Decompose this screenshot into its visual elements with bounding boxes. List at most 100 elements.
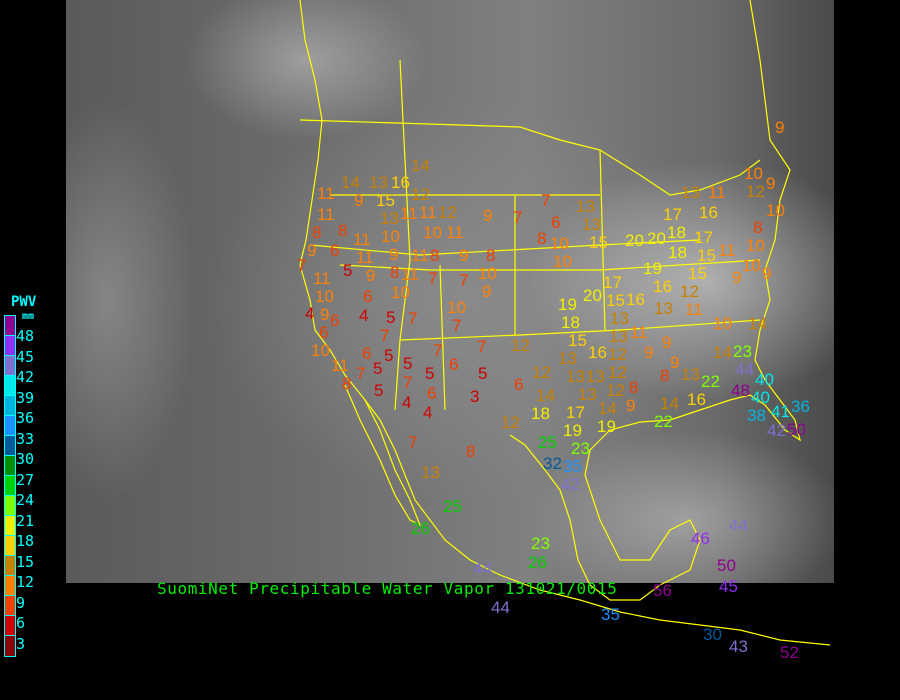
station-pwv-value: 13 [380, 209, 399, 228]
station-pwv-value: 8 [537, 229, 547, 248]
station-pwv-value: 6 [514, 375, 524, 394]
station-pwv-value: 56 [653, 581, 672, 600]
station-pwv-value: 9 [644, 343, 654, 362]
station-pwv-value: 11 [630, 323, 648, 342]
station-pwv-value: 13 [586, 367, 605, 386]
legend-label: 18 [16, 532, 35, 550]
station-pwv-value: 50 [717, 556, 736, 575]
station-pwv-value: 8 [312, 223, 322, 242]
station-pwv-value: 13 [609, 327, 628, 346]
station-pwv-value: 7 [433, 341, 443, 360]
station-pwv-value: 8 [430, 246, 440, 265]
station-pwv-value: 13 [681, 365, 700, 384]
station-pwv-value: 42 [561, 475, 580, 494]
station-pwv-value: 9 [483, 206, 493, 225]
station-pwv-value: 13 [576, 197, 595, 216]
station-pwv-value: 10 [742, 256, 761, 275]
station-pwv-value: 13 [654, 299, 673, 318]
legend-swatch [5, 556, 15, 576]
station-pwv-value: 25 [538, 433, 557, 452]
station-pwv-value: 19 [558, 295, 577, 314]
station-pwv-value: 9 [307, 241, 317, 260]
station-pwv-value: 10 [553, 252, 572, 271]
station-pwv-value: 22 [654, 412, 673, 431]
legend-title: PWV [11, 294, 37, 310]
station-pwv-value: 8 [629, 378, 639, 397]
station-pwv-value: 12 [501, 413, 520, 432]
station-pwv-value: 19 [563, 421, 582, 440]
station-pwv-value: 5 [478, 364, 488, 383]
legend-swatch [5, 536, 15, 556]
state-lines-7 [599, 149, 606, 331]
station-pwv-value: 10 [746, 236, 765, 255]
station-pwv-value: 6 [449, 355, 459, 374]
station-pwv-value: 36 [791, 397, 810, 416]
legend-label: 39 [16, 388, 35, 407]
station-pwv-value: 23 [531, 534, 550, 553]
station-pwv-value: 18 [531, 404, 550, 423]
station-pwv-value: 10 [315, 287, 334, 306]
station-pwv-value: 14 [536, 386, 555, 405]
station-pwv-value: 11 [356, 248, 374, 267]
station-pwv-value: 16 [626, 290, 645, 309]
station-pwv-value: 18 [668, 243, 687, 262]
station-pwv-value: 35 [563, 457, 582, 476]
station-pwv-value: 11 [708, 183, 726, 202]
station-pwv-value: 13 [566, 367, 585, 386]
station-pwv-value: 26 [411, 519, 430, 538]
legend-label: 12 [16, 573, 35, 591]
canada-border [299, 119, 761, 196]
caption: SuomiNet Precipitable Water Vapor 131021… [157, 579, 618, 598]
station-pwv-value: 12 [608, 363, 627, 382]
station-pwv-value: 8 [660, 366, 670, 385]
legend-label: 27 [16, 470, 35, 489]
legend-label: 48 [16, 327, 35, 345]
station-pwv-value: 19 [643, 259, 662, 278]
legend-swatch [5, 436, 15, 456]
station-pwv-value: 40 [751, 388, 770, 407]
station-pwv-value: 15 [568, 331, 587, 350]
station-pwv-value: 8 [466, 442, 476, 461]
station-pwv-value: 44 [473, 559, 492, 578]
station-pwv-value: 15 [697, 246, 716, 265]
station-pwv-value: 10 [478, 264, 497, 283]
station-pwv-value: 13 [610, 309, 629, 328]
station-pwv-value: 14 [748, 314, 767, 333]
station-pwv-value: 9 [459, 246, 469, 265]
station-pwv-value: 7 [541, 191, 551, 210]
station-pwv-value: 5 [384, 346, 394, 365]
legend-label: 36 [16, 409, 35, 427]
station-pwv-value: 23 [571, 439, 590, 458]
station-pwv-value: 14 [660, 394, 679, 413]
station-pwv-value: 8 [390, 263, 400, 282]
station-pwv-value: 5 [386, 308, 396, 327]
station-pwv-value: 6 [362, 344, 372, 363]
station-pwv-value: 9 [366, 266, 376, 285]
station-pwv-value: 44 [735, 360, 754, 379]
station-pwv-value: 9 [389, 245, 399, 264]
legend-label: 6 [16, 614, 26, 632]
station-pwv-value: 13 [582, 215, 601, 234]
station-pwv-value: 14 [411, 156, 430, 175]
station-pwv-value: 18 [561, 313, 580, 332]
station-pwv-value: 16 [391, 173, 410, 192]
satellite-image [66, 0, 834, 583]
station-pwv-value: 13 [578, 385, 597, 404]
baja-coast [344, 384, 422, 527]
station-pwv-value: 11 [331, 356, 349, 375]
station-pwv-value: 11 [317, 184, 335, 203]
station-pwv-value: 6 [319, 323, 329, 342]
station-pwv-value: 11 [446, 223, 464, 242]
station-pwv-value: 16 [699, 203, 718, 222]
station-pwv-value: 6 [551, 213, 561, 232]
station-pwv-value: 11 [685, 300, 703, 319]
station-pwv-value: 41 [771, 402, 790, 421]
legend-swatch [5, 376, 15, 396]
station-pwv-value: 9 [670, 353, 680, 372]
station-pwv-value: 10 [550, 234, 569, 253]
legend-color-bar [4, 315, 16, 657]
station-pwv-value: 12 [606, 381, 625, 400]
station-pwv-value: 44 [729, 516, 748, 535]
station-pwv-value: 52 [780, 643, 799, 662]
